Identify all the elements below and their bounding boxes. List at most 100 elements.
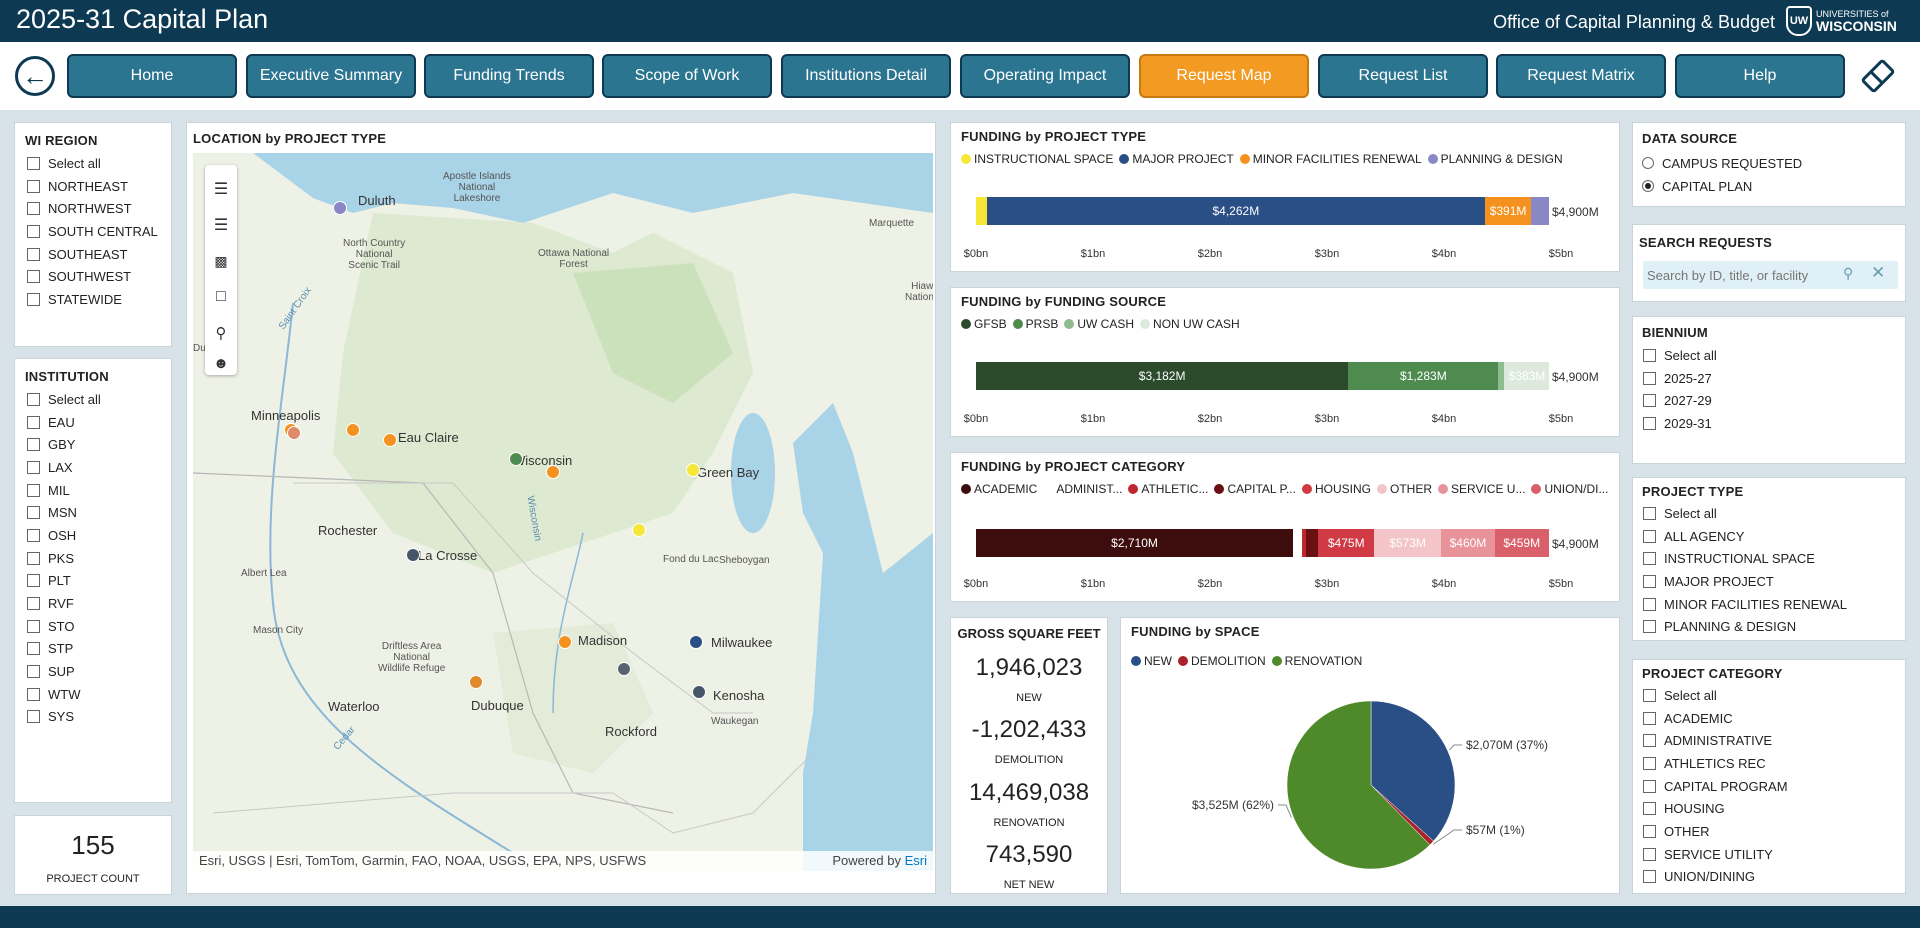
data-source-option-campus-requested[interactable]: CAMPUS REQUESTED xyxy=(1642,152,1892,175)
checkbox[interactable] xyxy=(27,574,40,588)
legend-item-minor-facilities-renewal[interactable]: MINOR FACILITIES RENEWAL xyxy=(1239,152,1422,166)
bar-segment-athletic[interactable] xyxy=(1301,529,1306,557)
project-category-option-housing[interactable]: HOUSING xyxy=(1643,797,1893,820)
map-marker[interactable] xyxy=(509,452,523,466)
map-marker[interactable] xyxy=(692,685,706,699)
bar-segment-prsb[interactable]: $1,283M xyxy=(1348,362,1499,390)
bar-segment-other[interactable]: $573M xyxy=(1374,529,1442,557)
checkbox[interactable] xyxy=(27,438,40,452)
checkbox[interactable] xyxy=(27,483,40,497)
legend-item-athletic[interactable]: ATHLETIC... xyxy=(1128,482,1208,496)
institution-option-select-all[interactable]: Select all xyxy=(27,388,167,411)
search-icon[interactable]: ⚲ xyxy=(1843,265,1854,281)
project-category-option-academic[interactable]: ACADEMIC xyxy=(1643,707,1893,730)
project-type-option-select-all[interactable]: Select all xyxy=(1643,502,1893,525)
esri-link[interactable]: Esri xyxy=(904,853,927,868)
person-icon[interactable]: ☻ xyxy=(213,354,229,372)
checkbox[interactable] xyxy=(27,619,40,633)
legend-item-new[interactable]: NEW xyxy=(1131,654,1172,668)
legend-item-planning-design[interactable]: PLANNING & DESIGN xyxy=(1427,152,1563,166)
checkbox[interactable] xyxy=(27,506,40,520)
map-marker[interactable] xyxy=(406,548,420,562)
bar-segment-uw-cash[interactable] xyxy=(1498,362,1505,390)
checkbox[interactable] xyxy=(27,460,40,474)
checkbox[interactable] xyxy=(1643,620,1656,634)
radio-button[interactable] xyxy=(1642,180,1654,193)
nav-button-funding-trends[interactable]: Funding Trends xyxy=(424,54,594,98)
nav-button-request-matrix[interactable]: Request Matrix xyxy=(1496,54,1666,98)
legend-item-uw-cash[interactable]: UW CASH xyxy=(1064,317,1134,331)
checkbox[interactable] xyxy=(27,415,40,429)
project-type-option-major-project[interactable]: MAJOR PROJECT xyxy=(1643,570,1893,593)
checkbox[interactable] xyxy=(27,392,40,406)
checkbox[interactable] xyxy=(27,224,40,238)
wi-region-option-select-all[interactable]: Select all xyxy=(27,152,167,175)
checkbox[interactable] xyxy=(27,665,40,679)
bar-segment-planning-design[interactable] xyxy=(1530,197,1550,225)
project-category-option-union-dining[interactable]: UNION/DINING xyxy=(1643,866,1893,889)
layers-icon[interactable]: ☰ xyxy=(213,217,229,234)
legend-item-non-uw-cash[interactable]: NON UW CASH xyxy=(1140,317,1240,331)
search-icon[interactable]: ⚲ xyxy=(215,325,227,342)
institution-option-msn[interactable]: MSN xyxy=(27,501,167,524)
legend-item-prsb[interactable]: PRSB xyxy=(1012,317,1058,331)
bar-segment-academic[interactable]: $2,710M xyxy=(976,529,1294,557)
checkbox[interactable] xyxy=(1643,394,1656,408)
wi-region-option-southeast[interactable]: SOUTHEAST xyxy=(27,243,167,266)
wi-region-option-southwest[interactable]: SOUTHWEST xyxy=(27,265,167,288)
legend-item-major-project[interactable]: MAJOR PROJECT xyxy=(1119,152,1234,166)
nav-button-executive-summary[interactable]: Executive Summary xyxy=(246,54,416,98)
institution-option-sup[interactable]: SUP xyxy=(27,660,167,683)
bar-segment-gfsb[interactable]: $3,182M xyxy=(976,362,1349,390)
checkbox[interactable] xyxy=(27,247,40,261)
checkbox[interactable] xyxy=(1643,688,1656,702)
map-marker[interactable] xyxy=(632,523,646,537)
select-rect-icon[interactable]: □ xyxy=(216,288,226,305)
checkbox[interactable] xyxy=(1643,756,1656,770)
institution-option-rvf[interactable]: RVF xyxy=(27,592,167,615)
checkbox[interactable] xyxy=(1643,597,1656,611)
legend-item-instructional-space[interactable]: INSTRUCTIONAL SPACE xyxy=(961,152,1113,166)
project-type-option-instructional-space[interactable]: INSTRUCTIONAL SPACE xyxy=(1643,547,1893,570)
checkbox[interactable] xyxy=(27,687,40,701)
institution-option-pks[interactable]: PKS xyxy=(27,547,167,570)
checkbox[interactable] xyxy=(1643,348,1656,362)
checkbox[interactable] xyxy=(1643,552,1656,566)
project-category-option-athletics-rec[interactable]: ATHLETICS REC xyxy=(1643,752,1893,775)
bar-segment-union-di[interactable]: $459M xyxy=(1494,529,1549,557)
bar-segment-capital-p[interactable] xyxy=(1305,529,1319,557)
bar-segment-service-u[interactable]: $460M xyxy=(1441,529,1495,557)
map-marker[interactable] xyxy=(617,662,631,676)
menu-icon[interactable]: ☰ xyxy=(213,181,229,198)
legend-item-demolition[interactable]: DEMOLITION xyxy=(1178,654,1266,668)
eraser-icon[interactable] xyxy=(1858,56,1898,96)
institution-option-sys[interactable]: SYS xyxy=(27,706,167,729)
wi-region-option-northwest[interactable]: NORTHWEST xyxy=(27,197,167,220)
biennium-option-2027-29[interactable]: 2027-29 xyxy=(1643,389,1893,412)
wi-region-option-statewide[interactable]: STATEWIDE xyxy=(27,288,167,311)
back-arrow-icon[interactable]: ← xyxy=(15,56,55,96)
institution-option-osh[interactable]: OSH xyxy=(27,524,167,547)
checkbox[interactable] xyxy=(27,710,40,724)
search-input[interactable] xyxy=(1647,263,1837,287)
legend-item-academic[interactable]: ACADEMIC xyxy=(961,482,1037,496)
map-marker[interactable] xyxy=(469,675,483,689)
nav-button-request-map[interactable]: Request Map xyxy=(1139,54,1309,98)
checkbox[interactable] xyxy=(1643,711,1656,725)
project-category-option-other[interactable]: OTHER xyxy=(1643,820,1893,843)
map-area[interactable]: Duluth Apostle Islands National Lakeshore… xyxy=(193,153,933,871)
map-marker[interactable] xyxy=(333,201,347,215)
nav-button-home[interactable]: Home xyxy=(67,54,237,98)
wi-region-option-south-central[interactable]: SOUTH CENTRAL xyxy=(27,220,167,243)
checkbox[interactable] xyxy=(1643,529,1656,543)
checkbox[interactable] xyxy=(1643,734,1656,748)
biennium-option-2029-31[interactable]: 2029-31 xyxy=(1643,412,1893,435)
checkbox[interactable] xyxy=(27,202,40,216)
nav-button-scope-of-work[interactable]: Scope of Work xyxy=(602,54,772,98)
bar-segment-major-project[interactable]: $4,262M xyxy=(986,197,1486,225)
checkbox[interactable] xyxy=(1643,416,1656,430)
checkbox[interactable] xyxy=(27,179,40,193)
project-type-option-minor-facilities-renewal[interactable]: MINOR FACILITIES RENEWAL xyxy=(1643,593,1893,616)
bar-segment-minor-facilities-renewal[interactable]: $391M xyxy=(1485,197,1531,225)
legend-item-capital-p[interactable]: CAPITAL P... xyxy=(1214,482,1296,496)
